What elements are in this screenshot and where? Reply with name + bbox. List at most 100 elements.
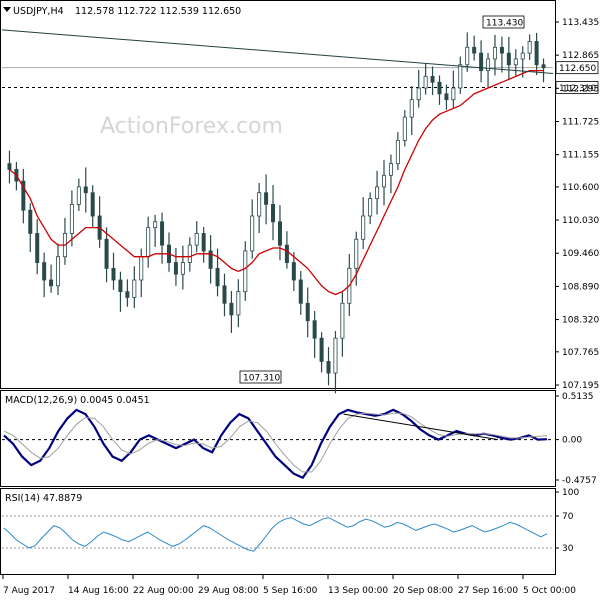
candle-body <box>56 256 61 287</box>
time-tick-label: 29 Aug 08:00 <box>198 586 259 596</box>
candle-body <box>326 361 331 374</box>
macd-plot <box>2 408 553 480</box>
candle-body <box>243 250 248 293</box>
support-label-box <box>555 81 599 94</box>
price-tick-label: 107.765 <box>562 348 599 358</box>
candle-body <box>368 198 373 217</box>
support-label: 112.310 <box>559 84 596 94</box>
time-tick-label: 27 Sep 16:00 <box>458 586 518 596</box>
candle-body <box>291 262 296 281</box>
price-tick-label: 109.460 <box>562 249 599 259</box>
candle-body <box>271 203 276 223</box>
rsi-line <box>3 517 548 552</box>
rsi-tick-label: 30 <box>562 544 574 554</box>
candle-body <box>492 46 497 60</box>
candle-body <box>118 279 123 293</box>
price-axis: 113.435 112.865 112.295 111.725 111.155 110.6… <box>555 18 599 391</box>
macd-axis: 0.5135 0.00 -0.4757 <box>555 392 597 486</box>
candle-body <box>215 267 220 287</box>
high-label: 113.430 <box>486 19 523 29</box>
time-tick-label: 5 Oct 00:00 <box>523 586 576 596</box>
candle-body <box>42 262 47 281</box>
time-tick-label: 22 Aug 00:00 <box>133 586 194 596</box>
candle-body <box>229 302 234 316</box>
candle-body <box>28 209 33 234</box>
price-tick-label: 112.865 <box>562 51 599 61</box>
symbol-title: USDJPY,H4 <box>13 6 64 17</box>
candle-body <box>486 58 491 71</box>
macd-series-1 <box>3 412 548 473</box>
candle-body <box>264 192 269 205</box>
candle-body <box>527 41 532 54</box>
candle-body <box>319 337 324 362</box>
candle-body <box>284 244 289 263</box>
candle-body <box>83 186 88 194</box>
candle-body <box>472 46 477 54</box>
candle-body <box>125 291 130 298</box>
candle-body <box>361 215 366 240</box>
candle-body <box>132 279 137 298</box>
candle-body <box>104 238 109 269</box>
candle-body <box>437 81 442 95</box>
price-tick-label: 113.435 <box>562 18 599 28</box>
candle-body <box>402 116 407 141</box>
candle-body <box>139 256 144 281</box>
watermark: ActionForex.com <box>100 114 283 139</box>
candle-body <box>354 238 359 269</box>
rsi-axis: 100 70 30 <box>555 488 579 554</box>
price-overlays: 113.430 107.310 112.650 112.310 <box>1 15 599 384</box>
candle-body <box>305 302 310 322</box>
candle-body <box>506 52 511 66</box>
candle-body <box>465 46 470 66</box>
price-panel <box>0 0 556 389</box>
low-label-box <box>239 370 282 384</box>
candle-body <box>187 244 192 263</box>
candle-body <box>513 58 518 66</box>
collapse-arrow-icon[interactable] <box>3 7 11 12</box>
low-label: 107.310 <box>243 374 280 384</box>
candle-body <box>520 52 525 60</box>
candle-body <box>160 221 165 246</box>
macd-tick-label: -0.4757 <box>562 476 597 486</box>
macd-tick-label: 0.5135 <box>562 392 594 402</box>
candle-body <box>194 233 199 246</box>
candle-body <box>257 192 262 217</box>
candle-body <box>173 262 178 275</box>
time-tick-label: 5 Sep 16:00 <box>263 586 318 596</box>
candle-body <box>423 75 428 89</box>
candle-body <box>395 139 400 165</box>
candle-body <box>250 215 255 252</box>
price-tick-label: 108.890 <box>562 282 599 292</box>
candle-body <box>277 221 282 246</box>
ohlc-readout: 112.578 112.722 112.539 112.650 <box>75 6 241 17</box>
candle-body <box>21 180 26 211</box>
candle-body <box>499 46 504 54</box>
macd-trendline <box>343 413 498 441</box>
candle-body <box>236 291 241 316</box>
candle-body <box>388 163 393 176</box>
time-tick-label: 20 Sep 08:00 <box>393 586 453 596</box>
candle-body <box>444 93 449 101</box>
macd-tick-label: 0.00 <box>562 436 582 446</box>
candle-body <box>76 186 81 205</box>
current-price-label: 112.650 <box>559 64 596 74</box>
moving-average-line <box>9 69 544 296</box>
time-tick-label: 7 Aug 2017 <box>3 586 55 596</box>
candle-body <box>541 64 546 69</box>
candle-body <box>180 262 185 275</box>
candle-body <box>416 87 421 101</box>
rsi-plot <box>2 515 553 552</box>
candle-body <box>409 99 414 118</box>
rsi-panel <box>0 488 556 575</box>
candle-body <box>298 279 303 304</box>
time-tick-label: 13 Sep 00:00 <box>328 586 388 596</box>
price-tick-label: 111.725 <box>562 117 599 127</box>
candle-body <box>333 337 338 374</box>
price-tick-label: 107.195 <box>562 381 599 391</box>
candle-body <box>90 192 95 217</box>
price-tick-label: 112.295 <box>562 84 599 94</box>
candle-body <box>208 250 213 269</box>
rsi-tick-label: 70 <box>562 512 574 522</box>
candle-body <box>35 233 40 263</box>
